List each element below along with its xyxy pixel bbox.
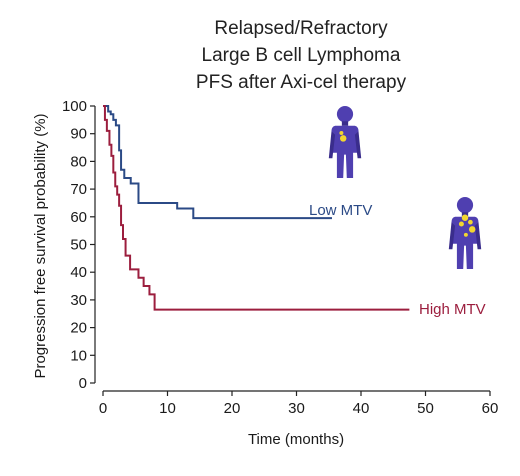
person-figure-icon (328, 106, 362, 178)
y-tick-label: 40 (70, 264, 87, 281)
icons-layer (328, 106, 482, 269)
chart-title-line-2: Large B cell Lymphoma (202, 45, 401, 66)
y-tick-label: 50 (70, 237, 87, 254)
x-tick-label: 50 (417, 400, 434, 417)
y-tick-label: 60 (70, 209, 87, 226)
y-tick-label: 0 (79, 375, 87, 392)
low-mtv-curve (103, 105, 332, 220)
high-mtv-curve (103, 105, 410, 311)
y-axis-label: Progression free survival probability (%… (32, 113, 49, 378)
y-tick-label: 30 (70, 292, 87, 309)
chart-title-line-3: PFS after Axi-cel therapy (196, 72, 407, 93)
x-tick-label: 30 (288, 400, 305, 417)
x-axis-label: Time (months) (248, 431, 344, 448)
x-tick-label: 0 (99, 400, 107, 417)
y-tick-label: 20 (70, 320, 87, 337)
x-tick-label: 40 (353, 400, 370, 417)
person-figure-tumor-icon (448, 197, 482, 269)
low-mtv-label: Low MTV (309, 202, 372, 219)
y-tick-label: 10 (70, 347, 87, 364)
y-tick-label: 70 (70, 181, 87, 198)
x-tick-label: 10 (159, 400, 176, 417)
x-tick-label: 60 (482, 400, 499, 417)
axes: 0 10 20 30 40 50 60 70 80 90 100 0 10 20 30 40 50 60 (62, 98, 498, 417)
high-mtv-label: High MTV (419, 301, 486, 318)
series-layer: Low MTV High MTV (103, 105, 486, 318)
y-tick-label: 80 (70, 153, 87, 170)
y-tick-label: 90 (70, 126, 87, 143)
chart-title-line-1: Relapsed/Refractory (214, 18, 388, 39)
x-tick-label: 20 (224, 400, 241, 417)
y-tick-label: 100 (62, 98, 87, 115)
